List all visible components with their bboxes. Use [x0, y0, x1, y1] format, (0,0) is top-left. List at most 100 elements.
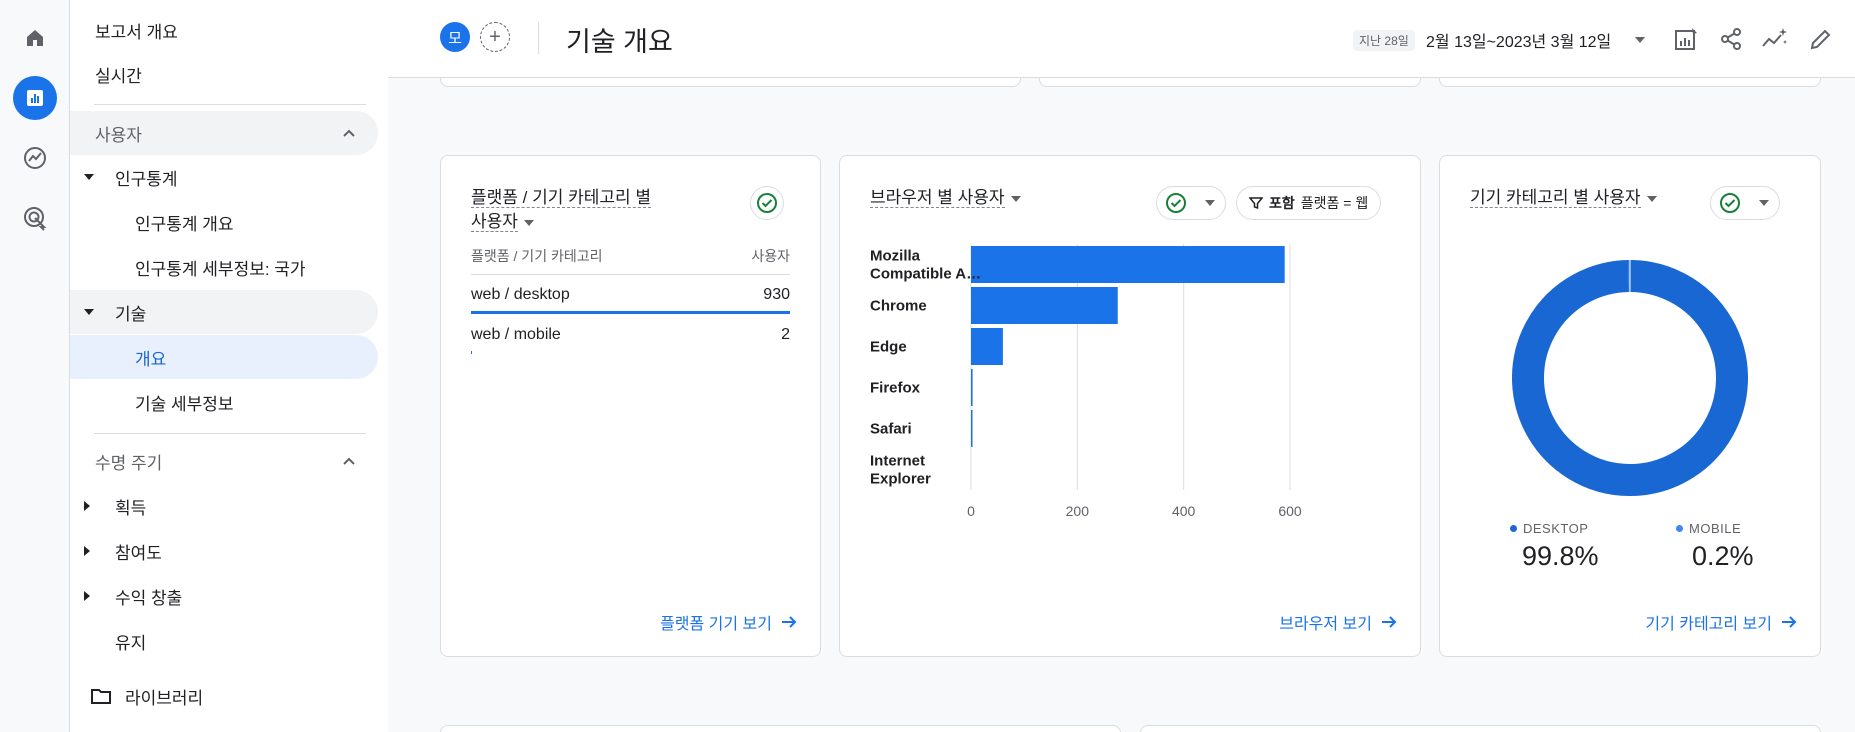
sidebar-item-reports-overview[interactable]: 보고서 개요: [70, 8, 378, 52]
category-label: Mozilla Compatible A…: [870, 248, 981, 283]
view-platform-device-link[interactable]: 플랫폼 기기 보기: [660, 610, 798, 634]
column-header-metric[interactable]: 사용자: [751, 248, 790, 264]
divider: [471, 274, 790, 275]
edit-pencil-icon[interactable]: [1806, 24, 1836, 54]
chevron-up-icon: [342, 453, 356, 473]
arrow-right-icon: [1782, 616, 1797, 628]
sidebar-item-label: 라이브러리: [125, 688, 204, 708]
check-circle-icon: [1166, 193, 1186, 213]
dropdown-caret-icon: [1010, 195, 1021, 202]
bar: [971, 246, 1285, 283]
card-title[interactable]: 기기 카테고리 별 사용자: [1470, 186, 1657, 210]
divider: [94, 104, 366, 105]
dropdown-caret-icon: [1646, 195, 1657, 202]
category-label: Safari: [870, 421, 912, 438]
sidebar-item-acquisition[interactable]: 획득: [70, 484, 378, 528]
arrow-right-icon: [1382, 616, 1397, 628]
sidebar-section-label: 수명 주기: [95, 453, 163, 473]
view-device-category-link[interactable]: 기기 카테고리 보기: [1645, 610, 1798, 634]
sidebar-item-tech[interactable]: 기술: [70, 290, 378, 334]
date-preset-chip[interactable]: 지난 28일: [1353, 30, 1415, 51]
sidebar-item-engagement[interactable]: 참여도: [70, 529, 378, 573]
sidebar-item-label: 참여도: [115, 543, 162, 563]
sidebar-section-lifecycle[interactable]: 수명 주기: [70, 439, 378, 483]
share-bar-track: [471, 311, 791, 314]
advertising-icon[interactable]: [13, 196, 57, 240]
view-browser-link[interactable]: 브라우저 보기: [1279, 610, 1398, 634]
sidebar-item-demographics[interactable]: 인구통계: [70, 155, 378, 199]
column-header-dimension[interactable]: 플랫폼 / 기기 카테고리: [471, 248, 603, 264]
folder-icon: [91, 687, 111, 705]
caret-down-icon: [84, 174, 94, 180]
donut-slice: [1512, 260, 1748, 496]
row-value: 2: [781, 326, 790, 343]
sidebar-item-label: 인구통계: [115, 169, 178, 189]
add-comparison-button[interactable]: +: [480, 22, 510, 52]
customize-report-icon[interactable]: [1671, 24, 1701, 54]
insights-icon[interactable]: [1760, 24, 1790, 54]
sidebar-section-user[interactable]: 사용자: [70, 111, 378, 155]
sidebar-section-label: 사용자: [95, 125, 142, 145]
explore-icon[interactable]: [13, 136, 57, 180]
legend-item-desktop: DESKTOP: [1510, 521, 1588, 536]
table-row: web / desktop 930: [471, 286, 790, 304]
reports-icon[interactable]: [13, 76, 57, 120]
card-stub: [440, 725, 1121, 732]
date-range-picker[interactable]: 2월 13일~2023년 3월 12일: [1426, 34, 1612, 51]
nav-rail: [0, 0, 70, 732]
share-bar: [471, 311, 791, 314]
sidebar-item-retention[interactable]: 유지: [70, 619, 378, 663]
sidebar-item-realtime[interactable]: 실시간: [70, 52, 378, 96]
share-icon[interactable]: [1716, 24, 1746, 54]
comparison-dropdown[interactable]: [1156, 186, 1226, 220]
category-label: Internet Explorer: [870, 453, 931, 488]
bar: [971, 287, 1118, 324]
sidebar-item-label: 기술 세부정보: [135, 394, 234, 414]
card-title[interactable]: 플랫폼 / 기기 카테고리 별 사용자: [471, 188, 652, 232]
caret-right-icon: [84, 501, 90, 511]
sidebar-item-tech-detail[interactable]: 기술 세부정보: [70, 380, 378, 424]
check-circle-icon[interactable]: [750, 186, 784, 220]
category-label: Edge: [870, 339, 907, 356]
x-tick-label: 600: [1278, 503, 1302, 519]
x-tick-label: 0: [967, 503, 975, 519]
dropdown-caret-icon: [523, 219, 534, 226]
browser-card: 브라우저 별 사용자 포함 플랫폼 = 웹 0 200 400 600 Mozilla C…: [839, 155, 1421, 657]
sidebar: 보고서 개요 실시간 사용자 인구통계 인구통계 개요 인구통계 세부정보: 국…: [70, 0, 388, 732]
caret-down-icon: [84, 309, 94, 315]
sidebar-item-label: 수익 창출: [115, 588, 183, 608]
comparison-dropdown[interactable]: [1710, 186, 1780, 220]
sidebar-item-library[interactable]: 라이브러리: [70, 674, 378, 718]
comparison-avatar[interactable]: 모: [440, 22, 470, 52]
device-donut-chart: [1512, 260, 1748, 496]
sidebar-item-tech-overview[interactable]: 개요: [70, 335, 378, 379]
filter-icon: [1249, 197, 1263, 210]
bar: [971, 369, 973, 406]
legend-dot: [1510, 525, 1517, 532]
sidebar-item-label: 기술: [115, 304, 147, 324]
home-icon[interactable]: [13, 16, 57, 60]
sidebar-item-demographics-detail[interactable]: 인구통계 세부정보: 국가: [70, 245, 378, 289]
arrow-right-icon: [782, 616, 797, 628]
card-stub: [1140, 725, 1821, 732]
legend-value-mobile: 0.2%: [1692, 541, 1754, 571]
legend-dot: [1676, 525, 1683, 532]
sidebar-item-demographics-overview[interactable]: 인구통계 개요: [70, 200, 378, 244]
sidebar-item-label: 보고서 개요: [95, 22, 178, 42]
card-title[interactable]: 브라우저 별 사용자: [870, 186, 1021, 210]
sidebar-item-monetization[interactable]: 수익 창출: [70, 574, 378, 618]
x-tick-label: 200: [1066, 503, 1090, 519]
category-label: Firefox: [870, 380, 921, 397]
sidebar-item-label: 개요: [135, 349, 167, 369]
check-circle-icon: [1720, 193, 1740, 213]
caret-right-icon: [84, 591, 90, 601]
filter-chip[interactable]: 포함 플랫폼 = 웹: [1236, 186, 1382, 220]
platform-device-card: 플랫폼 / 기기 카테고리 별 사용자 플랫폼 / 기기 카테고리 사용자 we…: [440, 155, 821, 657]
bar: [971, 410, 973, 447]
chevron-up-icon: [342, 125, 356, 145]
sidebar-item-label: 유지: [115, 633, 147, 653]
caret-right-icon: [84, 546, 90, 556]
top-header: 모 + 기술 개요 지난 28일 2월 13일~2023년 3월 12일: [388, 0, 1855, 78]
row-value: 930: [763, 286, 790, 303]
chevron-down-icon[interactable]: [1635, 37, 1645, 43]
